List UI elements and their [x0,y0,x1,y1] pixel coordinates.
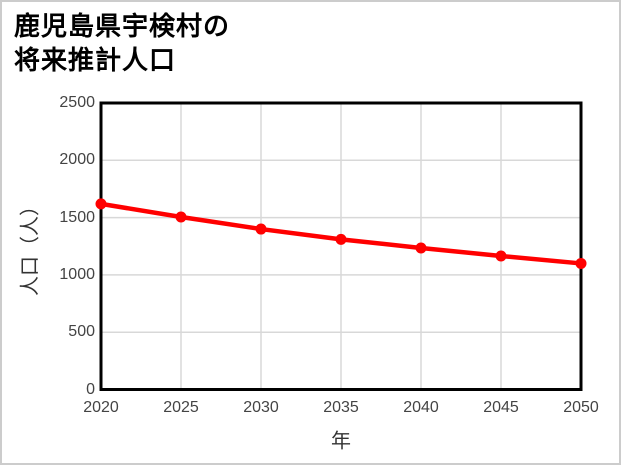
data-point-marker [575,257,587,269]
data-point-marker [415,242,427,254]
chart-title-line-2: 将来推計人口 [14,45,177,75]
x-axis-title: 年 [331,430,351,453]
y-tick-label: 500 [68,323,95,341]
chart-title: 鹿児島県宇検村の 将来推計人口 [14,9,230,77]
x-tick-label: 2040 [403,399,439,416]
data-point-marker [95,198,107,210]
data-point-marker [175,211,187,223]
x-tick-label: 2050 [563,399,599,416]
data-point-marker [495,250,507,262]
y-axis-title: 人口（人） [19,196,42,296]
y-tick-label: 1500 [59,208,95,226]
x-tick-label: 2020 [83,399,119,416]
x-tick-label: 2035 [323,399,359,416]
plot-border [99,101,583,391]
y-tick-label: 2000 [59,151,95,169]
y-tick-label: 0 [86,380,95,398]
x-tick-label: 2030 [243,399,279,416]
x-tick-label: 2045 [483,399,519,416]
data-point-marker [335,233,347,245]
chart-title-line-1: 鹿児島県宇検村の [14,11,231,41]
y-tick-label: 1000 [59,265,95,283]
data-point-marker [255,223,267,235]
x-tick-label: 2025 [163,399,199,416]
y-tick-label: 2500 [59,94,95,111]
